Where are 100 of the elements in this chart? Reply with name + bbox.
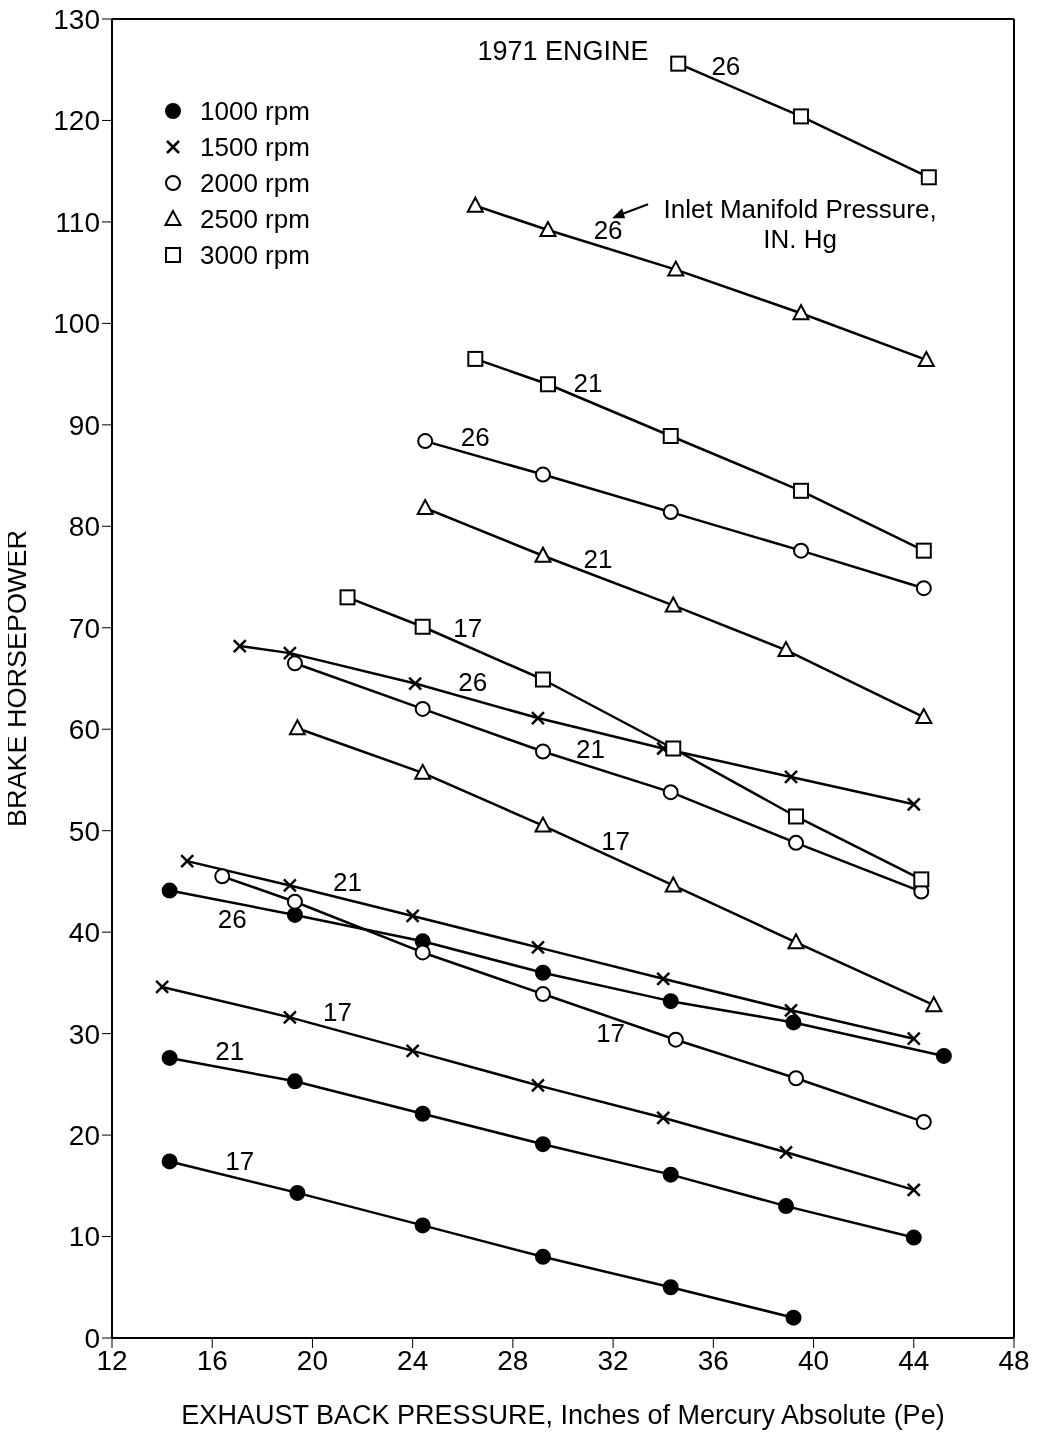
point bbox=[161, 882, 178, 899]
point bbox=[662, 1166, 679, 1183]
y-tick-label: 60 bbox=[68, 714, 100, 746]
y-tick-label: 130 bbox=[53, 3, 100, 35]
point bbox=[793, 482, 810, 499]
x-tick-label: 28 bbox=[497, 1344, 529, 1376]
point bbox=[414, 1105, 431, 1122]
point bbox=[339, 589, 356, 606]
annotation: 21 bbox=[583, 543, 613, 574]
point bbox=[905, 1229, 922, 1246]
point bbox=[286, 906, 303, 923]
annotation: 26 bbox=[593, 215, 623, 246]
y-tick-label: 100 bbox=[53, 308, 100, 340]
y-tick-label: 10 bbox=[68, 1221, 100, 1253]
point bbox=[161, 1049, 178, 1066]
point bbox=[915, 580, 932, 597]
point bbox=[665, 740, 682, 757]
point bbox=[414, 763, 432, 780]
point bbox=[787, 933, 805, 950]
point bbox=[915, 542, 932, 559]
point bbox=[662, 504, 679, 521]
point bbox=[664, 596, 682, 613]
point bbox=[539, 221, 557, 238]
point bbox=[161, 1153, 178, 1170]
point bbox=[286, 655, 303, 672]
y-tick-label: 50 bbox=[68, 815, 100, 847]
legend-label: 2000 rpm bbox=[200, 167, 310, 199]
legend-label: 3000 rpm bbox=[200, 239, 310, 271]
point bbox=[534, 964, 551, 981]
y-tick-label: 30 bbox=[68, 1018, 100, 1050]
point bbox=[534, 1248, 551, 1265]
point bbox=[534, 546, 552, 563]
y-tick-label: 110 bbox=[55, 206, 100, 238]
point bbox=[667, 260, 685, 277]
point bbox=[788, 834, 805, 851]
point bbox=[288, 719, 306, 736]
point bbox=[664, 876, 682, 893]
point bbox=[793, 542, 810, 559]
point bbox=[792, 304, 810, 321]
point bbox=[662, 993, 679, 1010]
point bbox=[534, 466, 551, 483]
annotation: Inlet Manifold Pressure, IN. Hg bbox=[662, 194, 938, 255]
annotation: 17 bbox=[601, 825, 631, 856]
annotation: 26 bbox=[711, 50, 741, 81]
x-tick-label: 44 bbox=[898, 1344, 930, 1376]
y-tick-label: 0 bbox=[84, 1322, 100, 1354]
annotation: 21 bbox=[573, 368, 603, 399]
legend-label: 1000 rpm bbox=[200, 95, 310, 127]
point bbox=[777, 641, 795, 658]
point bbox=[788, 808, 805, 825]
point bbox=[466, 196, 484, 213]
point bbox=[539, 376, 556, 393]
point bbox=[417, 433, 434, 450]
point bbox=[920, 169, 937, 186]
point bbox=[793, 108, 810, 125]
annotation: 17 bbox=[323, 997, 352, 1028]
point bbox=[286, 1073, 303, 1090]
y-tick-label: 120 bbox=[53, 105, 100, 137]
point bbox=[913, 871, 930, 888]
annotation: 21 bbox=[576, 733, 606, 764]
point bbox=[416, 499, 434, 516]
annotation: 26 bbox=[217, 903, 247, 934]
point bbox=[289, 1184, 306, 1201]
point bbox=[534, 986, 551, 1003]
x-tick-label: 20 bbox=[296, 1344, 329, 1376]
point bbox=[662, 428, 679, 445]
point bbox=[915, 1113, 932, 1130]
point bbox=[534, 743, 551, 760]
point bbox=[935, 1047, 952, 1064]
x-tick-label: 16 bbox=[196, 1344, 228, 1376]
x-tick-label: 36 bbox=[697, 1344, 729, 1376]
point bbox=[286, 893, 303, 910]
point bbox=[777, 1198, 794, 1215]
point bbox=[662, 784, 679, 801]
point bbox=[785, 1014, 802, 1031]
point bbox=[414, 944, 431, 961]
legend-label: 1500 rpm bbox=[200, 131, 310, 163]
point bbox=[414, 700, 431, 717]
x-axis-title: EXHAUST BACK PRESSURE, Inches of Mercury Absolute (Pe) bbox=[181, 1400, 945, 1430]
point bbox=[534, 671, 551, 688]
point bbox=[662, 1279, 679, 1296]
annotation: 17 bbox=[453, 612, 483, 643]
point bbox=[667, 1031, 684, 1048]
annotation: 21 bbox=[215, 1036, 245, 1066]
annotation: 26 bbox=[458, 666, 488, 697]
y-tick-label: 70 bbox=[68, 612, 100, 644]
point bbox=[534, 1136, 551, 1153]
annotation: 17 bbox=[225, 1145, 255, 1176]
point bbox=[414, 618, 431, 635]
y-tick-label: 90 bbox=[68, 409, 100, 441]
point bbox=[670, 55, 687, 72]
legend-label: 2500 rpm bbox=[200, 203, 310, 235]
x-tick-label: 40 bbox=[797, 1344, 830, 1376]
annotation: 21 bbox=[333, 866, 362, 897]
text: 1971 ENGINE bbox=[477, 36, 649, 66]
point bbox=[925, 996, 943, 1013]
x-tick-label: 48 bbox=[998, 1344, 1030, 1376]
point bbox=[915, 708, 933, 725]
annotation: 26 bbox=[460, 422, 490, 453]
point bbox=[785, 1309, 802, 1326]
